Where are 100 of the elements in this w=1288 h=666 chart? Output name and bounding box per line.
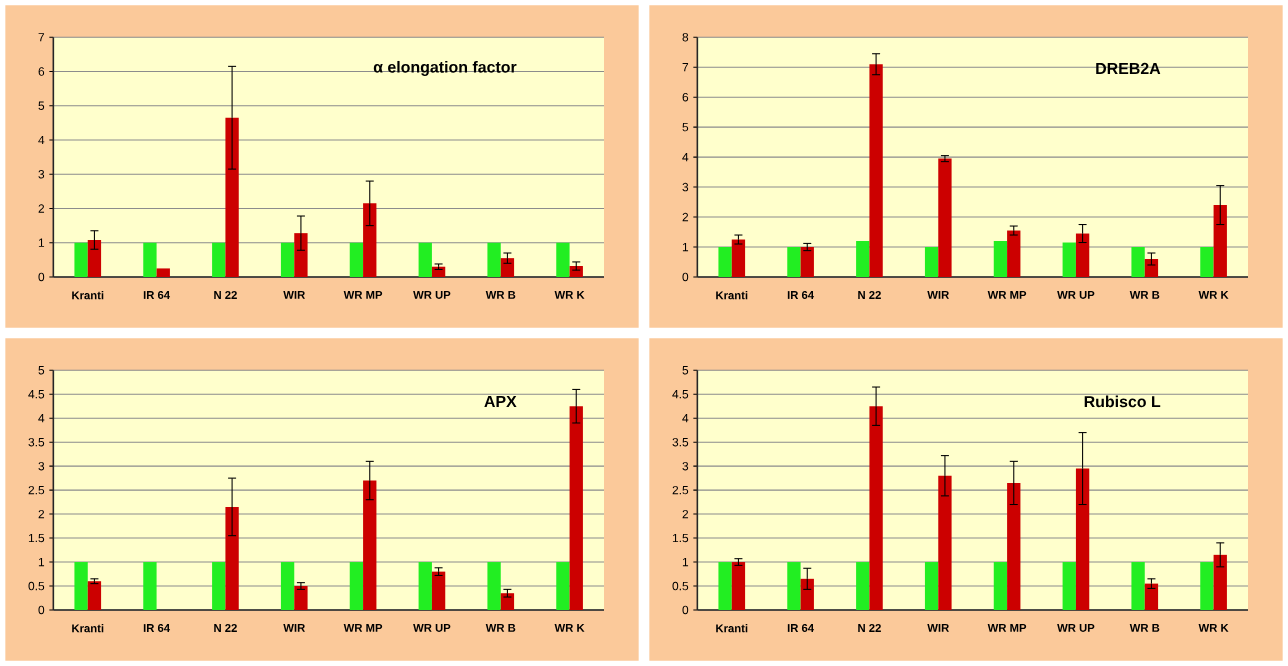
bar xyxy=(1062,242,1076,277)
bar xyxy=(1213,554,1227,610)
bar xyxy=(869,406,883,610)
x-tick-label: WR MP xyxy=(343,291,383,299)
bar xyxy=(1007,230,1021,277)
x-tick-label: Kranti xyxy=(72,624,104,633)
y-tick-label: 0 xyxy=(38,605,45,615)
bar xyxy=(1144,259,1159,277)
bar xyxy=(787,562,801,610)
y-tick-label: 1 xyxy=(682,242,689,252)
x-tick-label: WR K xyxy=(554,291,585,299)
y-tick-label: 1 xyxy=(38,557,45,567)
x-tick-label: Kranti xyxy=(716,624,748,633)
bar xyxy=(363,480,377,610)
bar xyxy=(294,586,308,610)
bar xyxy=(556,242,570,277)
bar xyxy=(487,562,501,610)
y-tick-label: 3 xyxy=(38,461,45,471)
bar xyxy=(1075,233,1090,277)
bar xyxy=(800,578,814,610)
y-tick-label: 8 xyxy=(682,33,689,42)
x-tick-label: WIR xyxy=(927,291,949,299)
x-tick-label: N 22 xyxy=(858,291,881,299)
y-tick-label: 3 xyxy=(38,170,45,179)
bar xyxy=(869,64,883,277)
x-tick-label: WR B xyxy=(485,291,516,299)
bar xyxy=(569,406,583,610)
x-tick-label: WR MP xyxy=(343,624,383,632)
x-tick-label: WR UP xyxy=(1057,624,1095,632)
bar xyxy=(1062,562,1076,610)
bar xyxy=(1200,562,1214,610)
bar xyxy=(143,242,157,277)
bar xyxy=(731,239,746,277)
x-tick-label: WR UP xyxy=(1057,291,1095,299)
x-tick-label: N 22 xyxy=(214,291,237,299)
bar xyxy=(487,242,501,277)
bar xyxy=(212,242,226,277)
bar xyxy=(418,562,432,610)
x-tick-label: IR 64 xyxy=(143,624,171,632)
text: Rubisco L xyxy=(1084,395,1161,408)
x-tick-label: Kranti xyxy=(72,291,104,300)
bar xyxy=(938,475,952,610)
y-tick-label: 5 xyxy=(38,101,45,110)
bar xyxy=(431,571,446,610)
text: DREB2A xyxy=(1096,62,1161,74)
y-tick-label: 4.5 xyxy=(672,390,689,399)
bar xyxy=(87,581,102,610)
x-tick-label: WR B xyxy=(1129,291,1160,299)
y-tick-label: 0 xyxy=(682,272,689,282)
bar xyxy=(225,506,239,610)
y-tick-label: 2 xyxy=(682,212,689,222)
bar xyxy=(500,258,515,277)
y-tick-label: 0.5 xyxy=(672,581,689,591)
x-tick-label: WR B xyxy=(485,624,516,632)
y-tick-label: 6 xyxy=(38,67,45,76)
x-tick-label: IR 64 xyxy=(787,291,815,299)
x-tick-label: WR K xyxy=(1198,291,1229,299)
bar xyxy=(1075,468,1090,610)
y-tick-label: 1.5 xyxy=(28,533,45,543)
y-tick-label: 5 xyxy=(682,122,689,132)
bar xyxy=(800,247,814,277)
bar xyxy=(718,562,732,610)
bar xyxy=(363,203,377,277)
bar xyxy=(212,562,226,610)
y-tick-label: 3 xyxy=(682,182,689,192)
bar xyxy=(993,241,1008,277)
bar xyxy=(294,233,308,277)
bar xyxy=(74,562,88,610)
bar xyxy=(280,242,295,277)
x-tick-label: IR 64 xyxy=(787,624,815,632)
bar xyxy=(731,562,746,610)
y-tick-label: 3.5 xyxy=(28,437,45,447)
text: APX xyxy=(484,395,517,407)
bar xyxy=(856,241,870,277)
bar xyxy=(349,562,364,610)
bar xyxy=(1144,583,1159,610)
y-tick-label: 6 xyxy=(682,92,689,102)
y-tick-label: 5 xyxy=(38,366,45,375)
y-tick-label: 4 xyxy=(38,414,45,423)
bar xyxy=(1007,482,1021,610)
x-tick-label: N 22 xyxy=(214,624,237,632)
bar xyxy=(556,562,570,610)
y-tick-label: 3.5 xyxy=(672,437,689,447)
y-tick-label: 2 xyxy=(38,204,45,213)
y-tick-label: 0.5 xyxy=(28,581,45,591)
y-tick-label: 2 xyxy=(38,509,45,519)
y-tick-label: 4 xyxy=(38,135,45,145)
y-tick-label: 2 xyxy=(682,509,689,519)
y-tick-label: 1 xyxy=(38,238,45,247)
y-tick-label: 4 xyxy=(682,414,689,423)
y-tick-label: 3 xyxy=(682,461,689,471)
x-tick-label: WR UP xyxy=(413,624,451,632)
bar xyxy=(718,247,732,277)
x-tick-label: N 22 xyxy=(858,624,881,632)
bar xyxy=(787,247,801,277)
x-tick-label: WR B xyxy=(1129,624,1160,632)
bar xyxy=(143,562,157,610)
x-tick-label: WR K xyxy=(554,624,585,632)
y-tick-label: 0 xyxy=(38,272,45,282)
text: α elongation factor xyxy=(373,60,517,76)
